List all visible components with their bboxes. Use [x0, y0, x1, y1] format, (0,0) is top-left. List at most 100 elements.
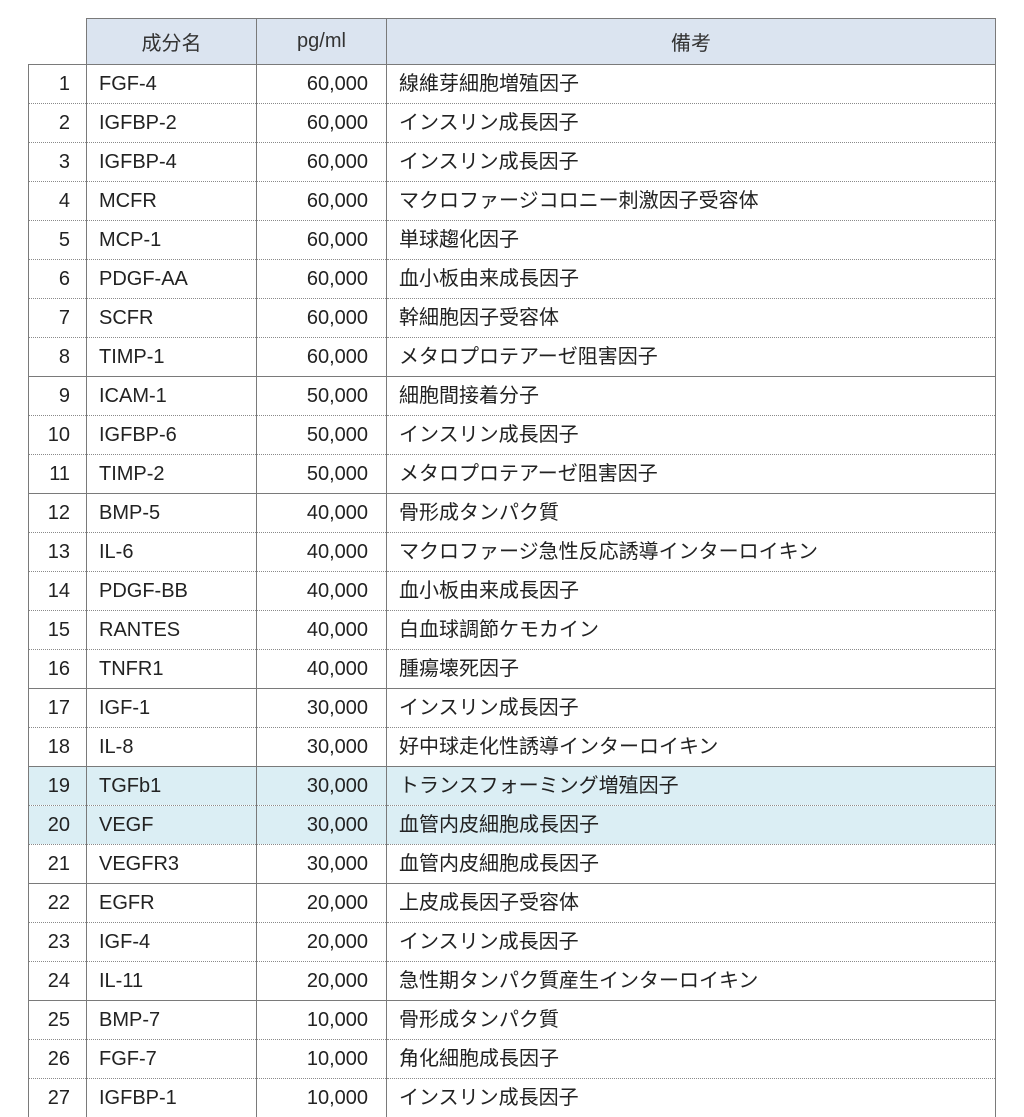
table-row: 12BMP-540,000骨形成タンパク質: [29, 494, 996, 533]
row-value: 40,000: [257, 572, 387, 611]
row-value: 60,000: [257, 143, 387, 182]
row-notes: トランスフォーミング増殖因子: [387, 767, 996, 806]
row-notes: 骨形成タンパク質: [387, 1001, 996, 1040]
row-component-name: PDGF-BB: [87, 572, 257, 611]
row-index: 27: [29, 1079, 87, 1117]
row-value: 20,000: [257, 884, 387, 923]
row-index: 16: [29, 650, 87, 689]
row-index: 4: [29, 182, 87, 221]
row-notes: 血小板由来成長因子: [387, 260, 996, 299]
row-component-name: IGFBP-4: [87, 143, 257, 182]
row-index: 7: [29, 299, 87, 338]
row-notes: インスリン成長因子: [387, 689, 996, 728]
row-component-name: IGF-4: [87, 923, 257, 962]
row-index: 17: [29, 689, 87, 728]
header-blank: [29, 19, 87, 65]
table-row: 19TGFb130,000トランスフォーミング増殖因子: [29, 767, 996, 806]
row-index: 18: [29, 728, 87, 767]
row-value: 60,000: [257, 182, 387, 221]
table-row: 10IGFBP-650,000インスリン成長因子: [29, 416, 996, 455]
row-value: 50,000: [257, 416, 387, 455]
row-value: 30,000: [257, 806, 387, 845]
row-notes: インスリン成長因子: [387, 143, 996, 182]
row-value: 60,000: [257, 260, 387, 299]
row-component-name: TGFb1: [87, 767, 257, 806]
row-notes: メタロプロテアーゼ阻害因子: [387, 455, 996, 494]
row-component-name: TIMP-2: [87, 455, 257, 494]
row-index: 1: [29, 65, 87, 104]
header-value: pg/ml: [257, 19, 387, 65]
row-component-name: IGFBP-6: [87, 416, 257, 455]
table-row: 3IGFBP-460,000インスリン成長因子: [29, 143, 996, 182]
row-notes: マクロファージ急性反応誘導インターロイキン: [387, 533, 996, 572]
table-row: 15RANTES40,000白血球調節ケモカイン: [29, 611, 996, 650]
row-notes: インスリン成長因子: [387, 416, 996, 455]
table-row: 13IL-640,000マクロファージ急性反応誘導インターロイキン: [29, 533, 996, 572]
table-row: 17IGF-130,000インスリン成長因子: [29, 689, 996, 728]
row-index: 2: [29, 104, 87, 143]
table-row: 11TIMP-250,000メタロプロテアーゼ阻害因子: [29, 455, 996, 494]
row-index: 11: [29, 455, 87, 494]
row-notes: 幹細胞因子受容体: [387, 299, 996, 338]
row-value: 50,000: [257, 377, 387, 416]
row-index: 20: [29, 806, 87, 845]
table-row: 9ICAM-150,000細胞間接着分子: [29, 377, 996, 416]
header-name: 成分名: [87, 19, 257, 65]
table-row: 2IGFBP-260,000インスリン成長因子: [29, 104, 996, 143]
row-index: 6: [29, 260, 87, 299]
row-index: 9: [29, 377, 87, 416]
row-value: 60,000: [257, 221, 387, 260]
table-row: 25BMP-710,000骨形成タンパク質: [29, 1001, 996, 1040]
row-notes: 骨形成タンパク質: [387, 494, 996, 533]
row-component-name: EGFR: [87, 884, 257, 923]
row-notes: マクロファージコロニー刺激因子受容体: [387, 182, 996, 221]
row-component-name: TNFR1: [87, 650, 257, 689]
row-notes: 白血球調節ケモカイン: [387, 611, 996, 650]
row-notes: 急性期タンパク質産生インターロイキン: [387, 962, 996, 1001]
row-value: 40,000: [257, 494, 387, 533]
row-value: 40,000: [257, 650, 387, 689]
row-notes: 角化細胞成長因子: [387, 1040, 996, 1079]
row-value: 60,000: [257, 104, 387, 143]
row-value: 50,000: [257, 455, 387, 494]
row-component-name: BMP-7: [87, 1001, 257, 1040]
table-row: 27IGFBP-110,000インスリン成長因子: [29, 1079, 996, 1117]
table-row: 18IL-830,000好中球走化性誘導インターロイキン: [29, 728, 996, 767]
row-notes: インスリン成長因子: [387, 1079, 996, 1117]
row-component-name: ICAM-1: [87, 377, 257, 416]
row-value: 10,000: [257, 1079, 387, 1117]
row-component-name: IGFBP-1: [87, 1079, 257, 1117]
row-index: 8: [29, 338, 87, 377]
row-value: 30,000: [257, 689, 387, 728]
row-index: 26: [29, 1040, 87, 1079]
row-component-name: IL-11: [87, 962, 257, 1001]
row-value: 20,000: [257, 962, 387, 1001]
row-value: 60,000: [257, 65, 387, 104]
table-header-row: 成分名 pg/ml 備考: [29, 19, 996, 65]
row-index: 22: [29, 884, 87, 923]
row-component-name: IL-6: [87, 533, 257, 572]
table-row: 1FGF-460,000線維芽細胞増殖因子: [29, 65, 996, 104]
row-component-name: IL-8: [87, 728, 257, 767]
table-row: 22EGFR20,000上皮成長因子受容体: [29, 884, 996, 923]
row-component-name: MCFR: [87, 182, 257, 221]
row-value: 30,000: [257, 767, 387, 806]
table-row: 14PDGF-BB40,000血小板由来成長因子: [29, 572, 996, 611]
component-table: 成分名 pg/ml 備考 1FGF-460,000線維芽細胞増殖因子2IGFBP…: [28, 18, 996, 1117]
table-row: 20VEGF30,000血管内皮細胞成長因子: [29, 806, 996, 845]
row-notes: 好中球走化性誘導インターロイキン: [387, 728, 996, 767]
table-row: 5MCP-160,000単球趨化因子: [29, 221, 996, 260]
table-row: 4MCFR60,000マクロファージコロニー刺激因子受容体: [29, 182, 996, 221]
row-value: 40,000: [257, 533, 387, 572]
row-index: 23: [29, 923, 87, 962]
row-index: 10: [29, 416, 87, 455]
row-index: 14: [29, 572, 87, 611]
table-row: 16TNFR140,000腫瘍壊死因子: [29, 650, 996, 689]
row-index: 12: [29, 494, 87, 533]
table-row: 24IL-1120,000急性期タンパク質産生インターロイキン: [29, 962, 996, 1001]
row-index: 3: [29, 143, 87, 182]
row-component-name: SCFR: [87, 299, 257, 338]
row-notes: 腫瘍壊死因子: [387, 650, 996, 689]
row-index: 24: [29, 962, 87, 1001]
row-component-name: FGF-4: [87, 65, 257, 104]
